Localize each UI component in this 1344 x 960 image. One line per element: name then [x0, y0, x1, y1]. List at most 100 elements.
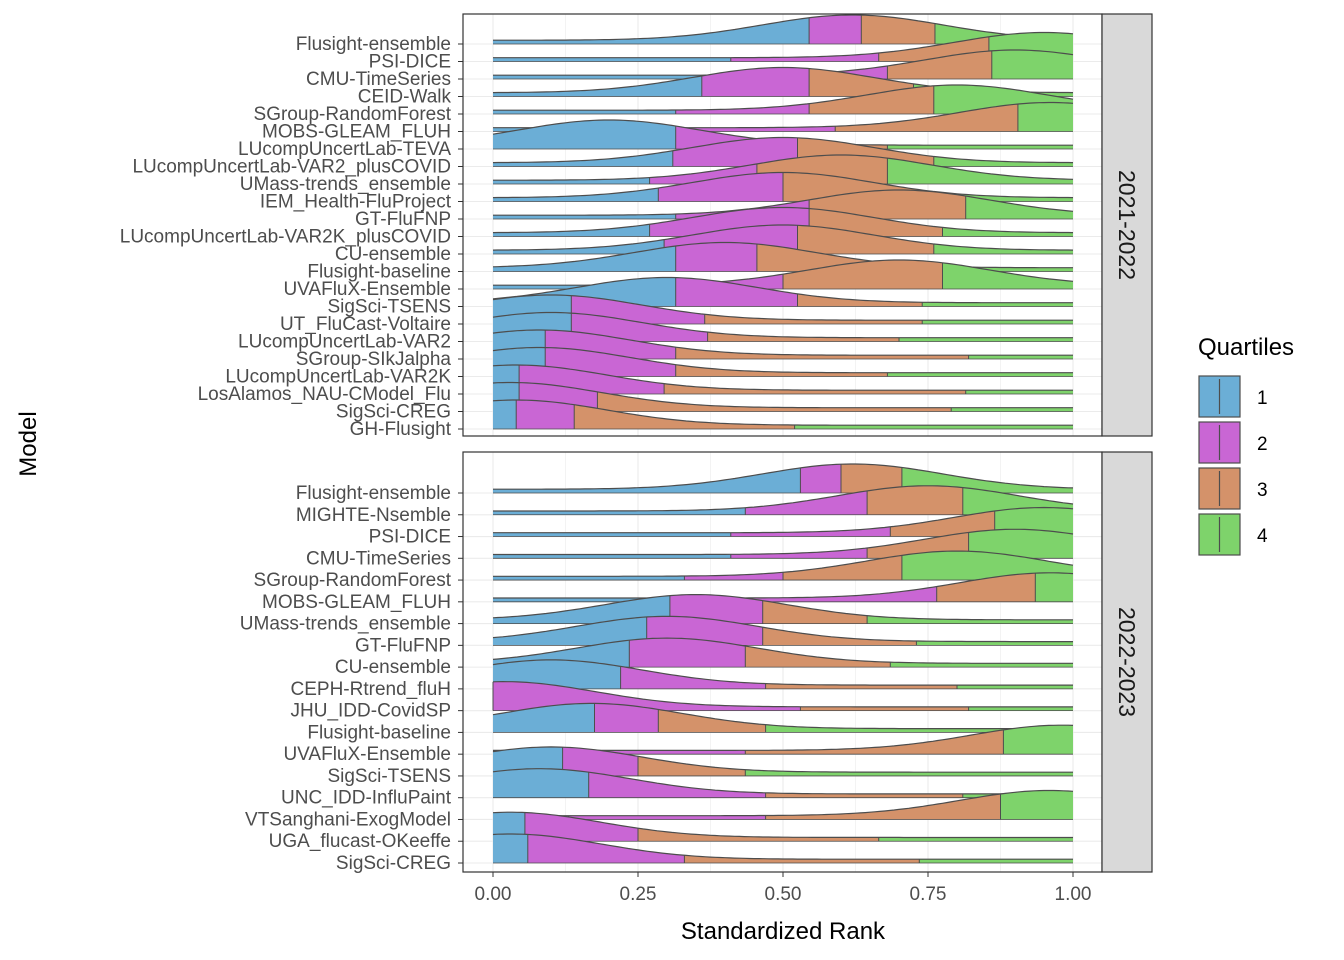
quartile-3-area: [597, 391, 952, 412]
model-label: Flusight-ensemble: [296, 34, 451, 55]
density-outline: [492, 702, 1073, 730]
quartile-3-area: [783, 260, 943, 289]
legend-label: 4: [1257, 526, 1268, 547]
density-outline: [493, 463, 1074, 490]
quartile-4-area: [1017, 102, 1073, 132]
quartile-2-area: [545, 347, 676, 377]
x-tick-label: 1.00: [1055, 884, 1092, 905]
x-axis-title: Standardized Rank: [681, 918, 886, 945]
facet-strip-label: 2022-2023: [1114, 607, 1140, 717]
legend-entry-3: 3: [1198, 467, 1268, 510]
density-outline: [493, 189, 1074, 216]
quartile-4-area: [887, 145, 1073, 149]
quartile-2-area: [800, 464, 841, 493]
quartile-1-area: [493, 239, 665, 254]
quartile-2-area: [658, 172, 783, 202]
quartile-2-area: [594, 703, 659, 733]
model-label: Flusight-baseline: [307, 262, 451, 283]
model-label: MOBS-GLEAM_FLUH: [262, 122, 451, 143]
quartile-3-area: [765, 794, 1001, 820]
model-label: CU-ensemble: [335, 244, 451, 265]
ridge-CEPH-Rtrend_fluH: [492, 659, 1073, 690]
quartile-2-area: [745, 490, 868, 515]
quartile-2-area: [672, 137, 798, 167]
quartile-4-area: [794, 425, 1073, 429]
quartile-4-area: [899, 337, 1073, 342]
quartile-1-area: [493, 768, 589, 798]
quartile-4-area: [968, 706, 1073, 711]
legend-entry-2: 2: [1198, 421, 1268, 464]
quartile-4-area: [951, 407, 1073, 412]
model-label: CMU-TimeSeries: [306, 548, 451, 569]
quartile-3-area: [762, 627, 917, 646]
legend-label: 1: [1257, 388, 1268, 409]
quartile-2-area: [675, 277, 798, 307]
density-outline: [492, 206, 1074, 234]
quartile-2-area: [568, 815, 766, 820]
quartile-3-area: [809, 68, 914, 97]
quartile-3-area: [707, 332, 899, 342]
quartile-2-area: [675, 242, 757, 272]
density-outline: [492, 594, 1073, 621]
ridge-SigSci-CREG: [492, 381, 1073, 412]
quartile-3-area: [658, 709, 766, 733]
quartile-3-area: [800, 706, 969, 711]
model-label: UMass-trends_ensemble: [240, 614, 451, 635]
quartile-4-area: [965, 196, 1073, 219]
ridge-LUcompUncertLab-VAR2K_plusCOVID: [492, 206, 1074, 237]
model-label: UVAFluX-Ensemble: [283, 279, 451, 300]
quartile-3-area: [887, 50, 992, 79]
quartile-3-area: [936, 573, 1036, 602]
density-outline: [493, 572, 1074, 599]
density-outline: [492, 329, 1073, 356]
ridge-UMass-trends_ensemble: [492, 594, 1073, 624]
model-label: SigSci-CREG: [336, 402, 451, 423]
model-label: GH-Flusight: [350, 419, 452, 440]
density-outline: [493, 485, 1074, 512]
quartile-3-area: [783, 555, 902, 581]
legend-entry-1: 1: [1198, 375, 1268, 418]
density-outline: [492, 224, 1074, 251]
model-label: SGroup-SIkJalpha: [296, 349, 452, 370]
legend: Quartiles 1 2 3 4: [1198, 334, 1294, 556]
density-outline: [492, 171, 1074, 199]
model-label: CEID-Walk: [358, 87, 452, 108]
density-outline: [492, 276, 1073, 304]
quartile-3-area: [809, 85, 934, 114]
quartile-3-area: [704, 314, 923, 324]
quartile-1-area: [493, 595, 670, 624]
density-outline: [492, 659, 1073, 686]
x-tick-label: 0.75: [910, 884, 947, 905]
quartile-1-area: [493, 617, 647, 646]
y-axis-title: Model: [15, 411, 42, 476]
quartile-4-area: [1035, 572, 1073, 602]
x-tick-label: 0.25: [620, 884, 657, 905]
quartile-3-area: [890, 511, 995, 537]
facet-strip-label: 2021-2022: [1114, 170, 1140, 280]
ridge-SGroup-RandomForest: [493, 550, 1074, 581]
quartile-1-area: [493, 120, 676, 149]
quartile-3-area: [762, 600, 868, 624]
ridge-PSI-DICE: [493, 506, 1074, 537]
quartile-4-area: [745, 769, 1073, 776]
density-outline: [492, 637, 1073, 664]
density-outline: [492, 768, 1073, 795]
model-label: LUcompUncertLab-TEVA: [238, 139, 451, 160]
quartile-4-area: [922, 302, 1073, 307]
quartile-3-area: [574, 404, 795, 429]
model-label: UT_FluCast-Voltaire: [280, 314, 451, 335]
quartile-3-area: [867, 485, 963, 515]
panels-layer: Flusight-ensemblePSI-DICECMU-TimeSeriesC…: [120, 13, 1153, 905]
quartile-4-area: [965, 390, 1073, 394]
quartile-3-area: [745, 646, 891, 668]
model-label: LUcompUncertLab-VAR2_plusCOVID: [132, 157, 451, 178]
quartile-2-area: [588, 772, 766, 798]
quartile-2-area: [493, 681, 801, 711]
density-outline: [492, 381, 1073, 409]
model-label: SGroup-RandomForest: [254, 570, 452, 591]
density-outline: [492, 680, 1073, 708]
density-outline: [493, 14, 1074, 41]
quartile-4-area: [968, 529, 1073, 559]
model-label: Flusight-baseline: [307, 722, 451, 743]
